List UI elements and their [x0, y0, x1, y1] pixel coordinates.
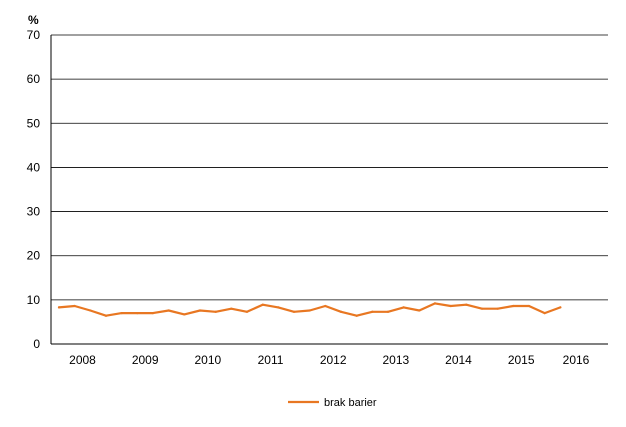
data-point-13	[261, 303, 264, 306]
data-point-12	[245, 310, 249, 313]
data-point-24	[433, 302, 437, 305]
data-point-9	[198, 309, 202, 312]
y-tick-label-60: 60	[27, 72, 41, 86]
data-point-31	[543, 312, 546, 315]
data-point-16	[308, 309, 311, 312]
data-point-30	[527, 304, 531, 308]
data-point-28	[496, 307, 499, 310]
x-tick-label-2012: 2012	[320, 353, 347, 367]
y-tick-label-70: 70	[27, 28, 41, 42]
y-tick-label-10: 10	[27, 293, 41, 307]
data-point-3	[104, 314, 108, 317]
data-point-18	[339, 310, 343, 313]
data-point-0	[57, 306, 61, 309]
data-point-26	[465, 303, 468, 306]
data-point-6	[151, 312, 155, 315]
data-point-10	[214, 310, 217, 313]
legend: brak barier	[288, 397, 377, 409]
data-point-19	[355, 314, 358, 317]
data-point-22	[402, 306, 405, 309]
data-point-17	[324, 304, 327, 308]
data-point-29	[512, 304, 515, 308]
y-tick-label-40: 40	[27, 160, 41, 174]
data-point-1	[73, 304, 76, 308]
data-point-11	[230, 307, 233, 310]
y-tick-label-30: 30	[27, 205, 41, 219]
data-point-2	[89, 309, 92, 312]
data-point-27	[480, 307, 484, 310]
y-tick-label-20: 20	[27, 249, 41, 263]
axes	[50, 35, 608, 345]
x-tick-label-2014: 2014	[445, 353, 472, 367]
y-unit-label: %	[28, 13, 39, 27]
y-tick-label-50: 50	[27, 116, 41, 130]
data-point-21	[386, 310, 390, 313]
x-tick-label-2008: 2008	[69, 353, 96, 367]
data-point-4	[120, 312, 123, 315]
data-point-15	[292, 310, 296, 313]
x-tick-label-2009: 2009	[132, 353, 159, 367]
y-tick-labels: 0 10 20 30 40 50 60 70	[27, 28, 41, 351]
data-point-5	[136, 312, 139, 315]
x-tick-label-2015: 2015	[508, 353, 535, 367]
x-tick-label-2011: 2011	[258, 353, 284, 367]
data-point-8	[183, 313, 186, 316]
data-point-20	[371, 310, 374, 313]
data-point-32	[559, 306, 562, 309]
gridlines	[51, 34, 608, 301]
x-tick-label-2013: 2013	[382, 353, 409, 367]
data-point-14	[277, 306, 280, 309]
x-tick-label-2010: 2010	[194, 353, 221, 367]
x-tick-label-2016: 2016	[563, 353, 590, 367]
x-tick-labels: 2008 2009 2010 2011 2012 2013 2014 2015 2016	[69, 353, 590, 367]
data-point-25	[449, 304, 452, 308]
data-point-23	[418, 309, 421, 312]
data-point-7	[167, 309, 170, 312]
legend-label-brak-barier: brak barier	[324, 397, 377, 409]
y-tick-label-0: 0	[33, 337, 40, 351]
series-lines	[57, 302, 562, 317]
